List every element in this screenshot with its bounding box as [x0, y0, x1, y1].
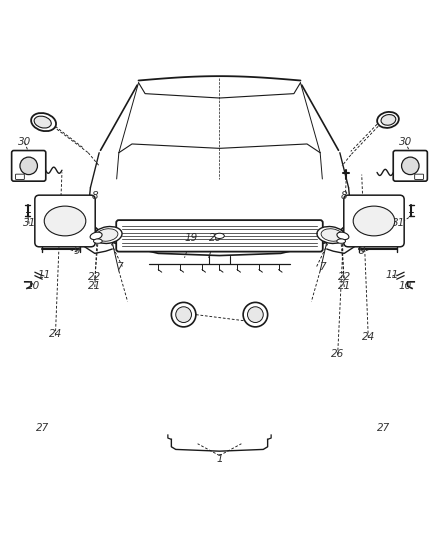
Text: 21: 21 — [337, 281, 350, 291]
Text: 9: 9 — [357, 246, 364, 256]
FancyBboxPatch shape — [414, 174, 423, 180]
Text: 11: 11 — [38, 270, 51, 280]
Ellipse shape — [336, 232, 348, 240]
Text: 21: 21 — [88, 281, 101, 291]
Text: 24: 24 — [49, 329, 62, 340]
Text: 27: 27 — [376, 423, 389, 433]
Text: 31: 31 — [392, 218, 405, 228]
Ellipse shape — [34, 116, 51, 128]
Circle shape — [401, 157, 418, 175]
Circle shape — [20, 157, 37, 175]
Ellipse shape — [90, 232, 102, 240]
Text: 27: 27 — [35, 423, 49, 433]
Text: 8: 8 — [91, 191, 98, 201]
Ellipse shape — [44, 206, 85, 236]
FancyBboxPatch shape — [348, 196, 365, 211]
Circle shape — [175, 307, 191, 322]
Ellipse shape — [376, 112, 398, 128]
FancyBboxPatch shape — [116, 220, 322, 252]
Ellipse shape — [214, 233, 224, 238]
Ellipse shape — [96, 229, 118, 241]
Text: 19: 19 — [184, 233, 197, 243]
Text: 30: 30 — [18, 137, 31, 147]
Text: 7: 7 — [318, 262, 325, 271]
Ellipse shape — [316, 227, 344, 244]
Text: 26: 26 — [330, 349, 343, 359]
Circle shape — [247, 307, 263, 322]
Text: 30: 30 — [398, 137, 411, 147]
Ellipse shape — [94, 227, 122, 244]
Circle shape — [243, 302, 267, 327]
Text: 1: 1 — [215, 454, 223, 464]
FancyBboxPatch shape — [392, 150, 426, 181]
Ellipse shape — [380, 115, 395, 125]
Text: 8: 8 — [340, 191, 347, 201]
Text: 11: 11 — [385, 270, 398, 280]
Ellipse shape — [353, 206, 394, 236]
FancyBboxPatch shape — [12, 150, 46, 181]
Ellipse shape — [31, 113, 56, 131]
Circle shape — [171, 302, 195, 327]
FancyBboxPatch shape — [15, 174, 24, 180]
Ellipse shape — [320, 229, 342, 241]
Text: 9: 9 — [74, 246, 81, 256]
Text: 22: 22 — [88, 272, 101, 282]
Text: 10: 10 — [398, 281, 411, 291]
Ellipse shape — [93, 239, 102, 243]
FancyBboxPatch shape — [35, 195, 95, 247]
Text: 31: 31 — [22, 218, 35, 228]
Text: 24: 24 — [361, 332, 374, 342]
Text: 10: 10 — [27, 281, 40, 291]
Text: 2: 2 — [244, 314, 251, 324]
Text: 22: 22 — [337, 272, 350, 282]
Text: 7: 7 — [115, 262, 122, 271]
Text: 20: 20 — [208, 233, 221, 243]
FancyBboxPatch shape — [73, 196, 90, 211]
Ellipse shape — [336, 239, 345, 243]
FancyBboxPatch shape — [343, 195, 403, 247]
